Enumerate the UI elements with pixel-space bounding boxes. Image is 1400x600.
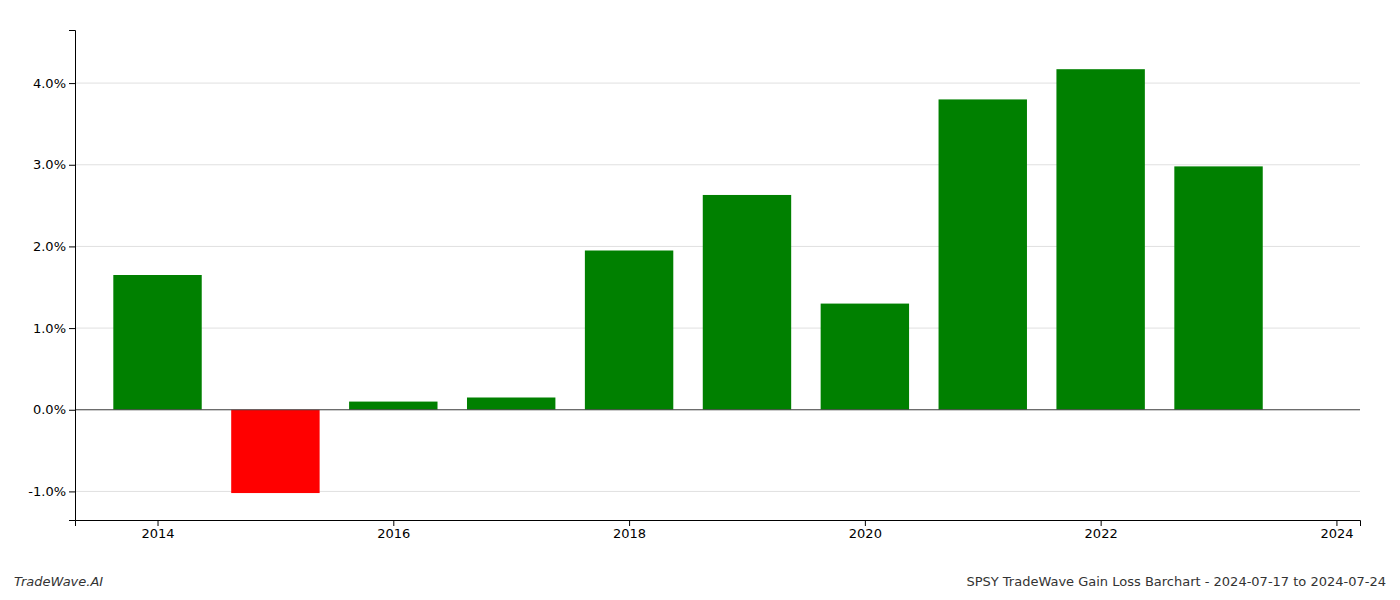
grid-line: [75, 164, 1360, 165]
x-tick: 2014: [141, 520, 174, 541]
x-tick-mark: [1336, 520, 1337, 526]
y-tick-mark: [69, 410, 75, 411]
bar: [467, 398, 555, 410]
y-axis: -1.0% 0.0% 1.0% 2.0% 3.0% 4.0%: [28, 31, 75, 521]
annotation: TradeWave.AI: [14, 574, 103, 589]
y-tick: 0.0%: [33, 402, 75, 417]
bar: [939, 99, 1027, 409]
y-tick-mark: [69, 246, 75, 247]
y-tick-mark: [69, 165, 75, 166]
bar: [821, 304, 909, 410]
y-tick: 4.0%: [33, 76, 75, 91]
x-tick-label: 2018: [613, 526, 646, 541]
y-tick-label: 0.0%: [33, 402, 66, 417]
x-tick-label: 2014: [141, 526, 174, 541]
x-tick-mark: [629, 520, 630, 526]
y-tick-mark: [69, 328, 75, 329]
x-axis: 2014 2016 2018 2020 2022 2024: [76, 520, 1361, 541]
y-axis-line: [69, 31, 76, 521]
y-tick: 3.0%: [33, 157, 75, 172]
x-tick-mark: [865, 520, 866, 526]
title: SPSY TradeWave Gain Loss Barchart - 2024…: [966, 574, 1386, 589]
bar: [703, 195, 791, 410]
x-tick-label: 2022: [1085, 526, 1118, 541]
x-axis-line: [76, 521, 1361, 527]
bar: [349, 402, 437, 410]
x-tick-mark: [158, 520, 159, 526]
y-tick-label: 4.0%: [33, 76, 66, 91]
x-tick-label: 2024: [1320, 526, 1353, 541]
x-tick: 2020: [849, 520, 882, 541]
grid-line: [75, 409, 1360, 410]
y-tick-label: 2.0%: [33, 239, 66, 254]
grid-line: [75, 83, 1360, 84]
y-tick-mark: [69, 83, 75, 84]
x-tick: 2022: [1085, 520, 1118, 541]
bar: [231, 410, 319, 493]
y-tick-label: 3.0%: [33, 157, 66, 172]
x-tick: 2016: [377, 520, 410, 541]
bars: [113, 69, 1262, 493]
x-tick: 2024: [1320, 520, 1353, 541]
bar: [113, 275, 201, 410]
x-tick-label: 2016: [377, 526, 410, 541]
y-tick: 2.0%: [33, 239, 75, 254]
y-tick-label: 1.0%: [33, 321, 66, 336]
bar: [585, 251, 673, 410]
x-tick-label: 2020: [849, 526, 882, 541]
plot: 2014 2016 2018 2020 2022 2024 -1.0% 0.0% 1.0% 2.0…: [28, 31, 1360, 542]
y-tick: 1.0%: [33, 321, 75, 336]
chart: 2014 2016 2018 2020 2022 2024 -1.0% 0.0% 1.0% 2.0…: [0, 0, 1400, 600]
y-tick-mark: [69, 491, 75, 492]
bar: [1056, 69, 1144, 410]
x-tick: 2018: [613, 520, 646, 541]
x-tick-mark: [393, 520, 394, 526]
y-tick: -1.0%: [28, 484, 75, 499]
zero-line: [75, 409, 1360, 410]
y-tick-label: -1.0%: [28, 484, 66, 499]
x-tick-mark: [1101, 520, 1102, 526]
bar: [1174, 166, 1262, 409]
